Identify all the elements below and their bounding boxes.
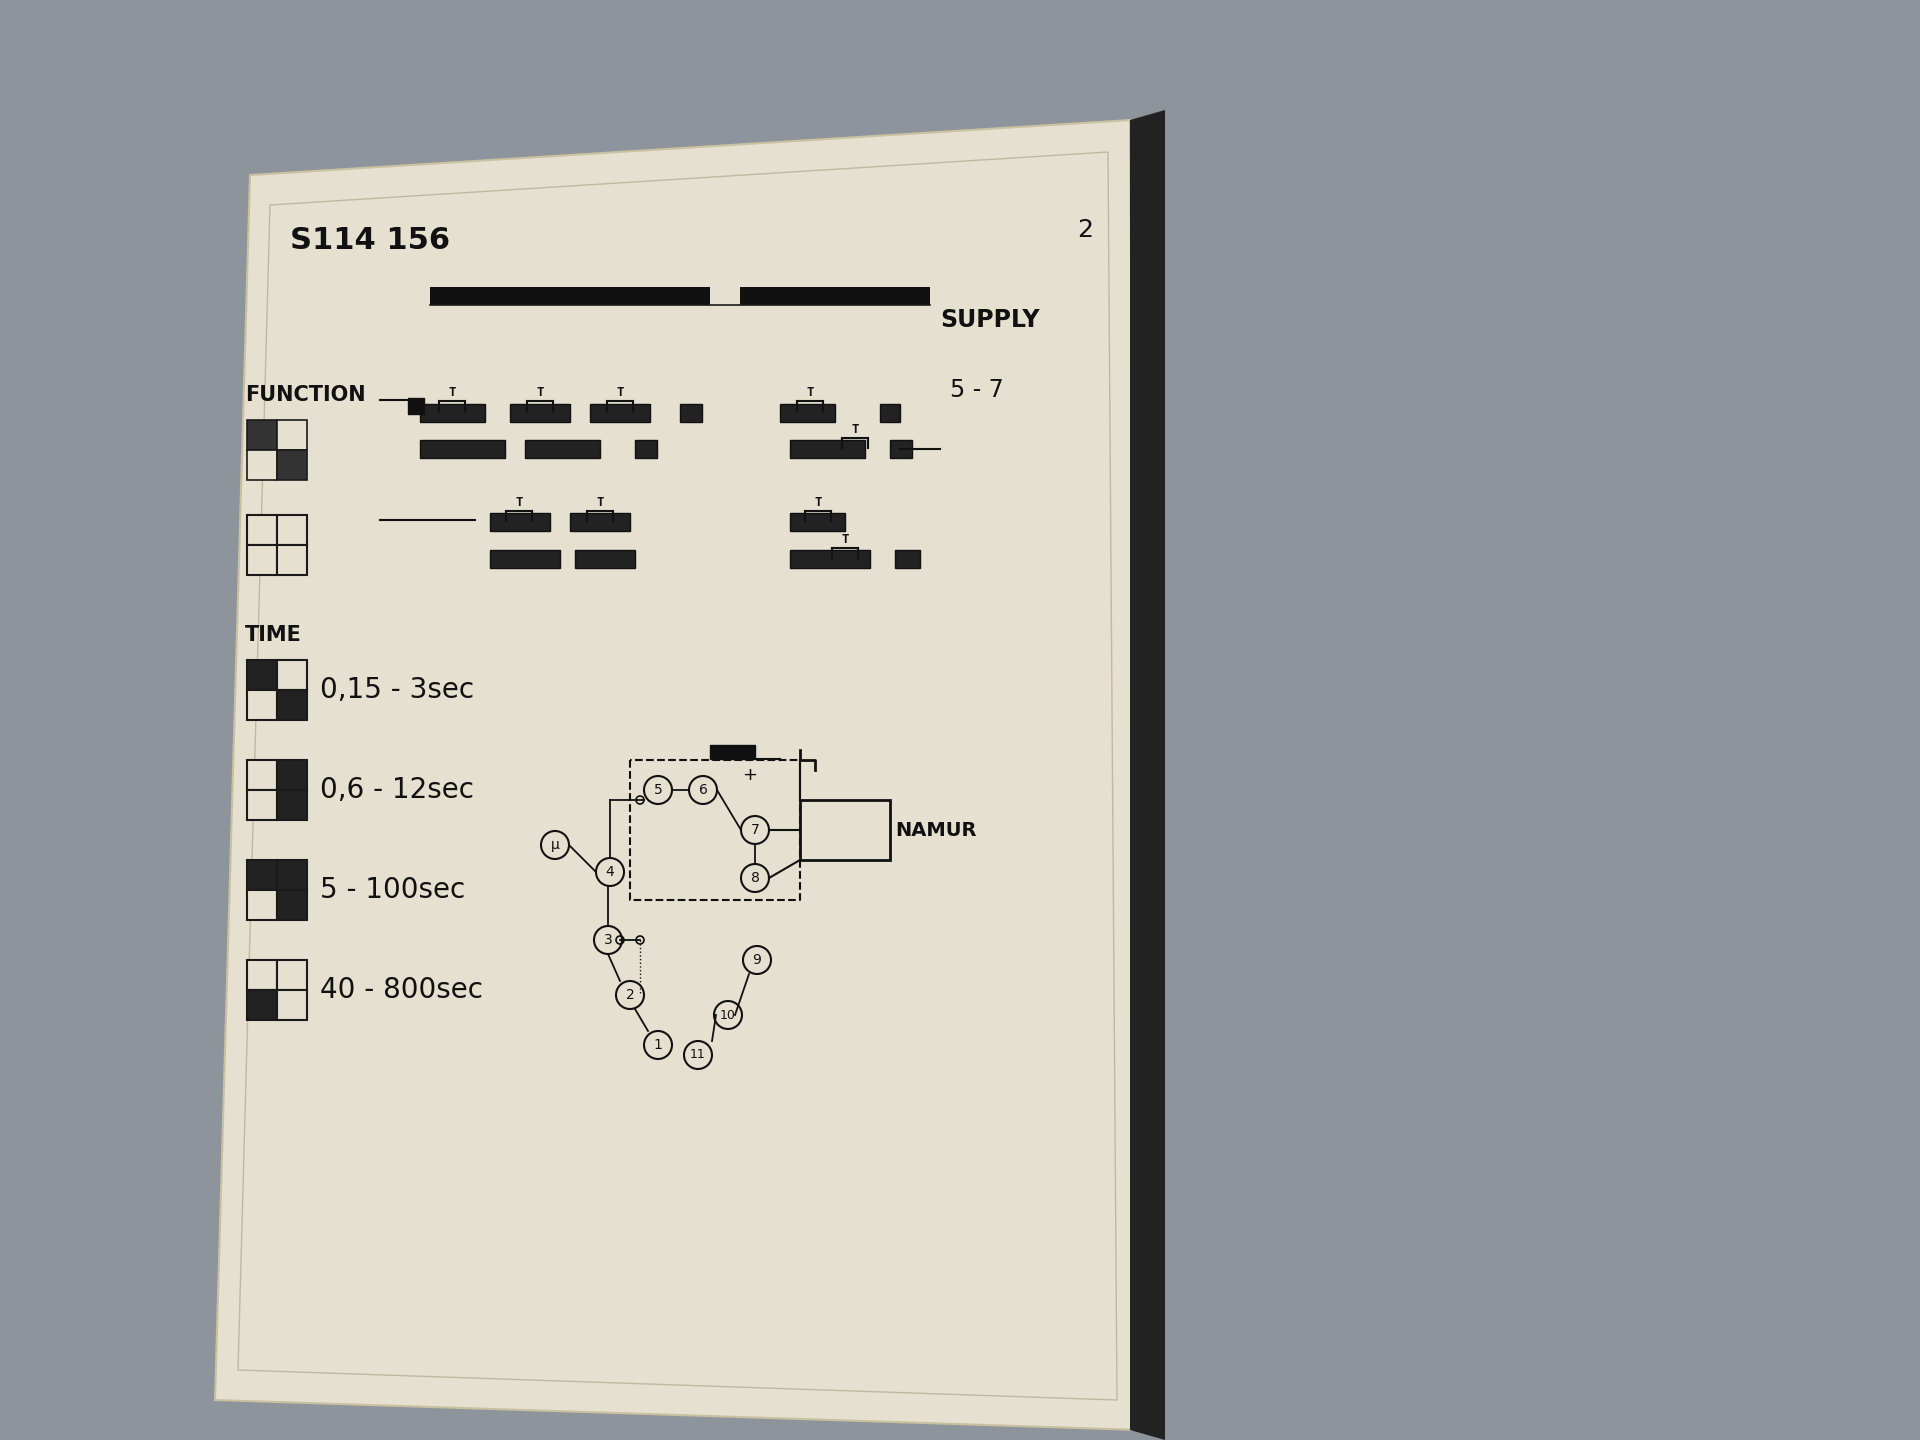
Text: T: T	[447, 386, 455, 399]
Bar	[248, 991, 276, 1020]
Bar	[710, 744, 755, 759]
Text: T: T	[515, 495, 522, 508]
Text: T: T	[616, 386, 624, 399]
Bar	[524, 441, 601, 458]
Bar	[276, 690, 307, 720]
Text: T: T	[536, 386, 543, 399]
Bar	[276, 791, 307, 819]
Bar	[248, 690, 276, 720]
Bar	[276, 760, 307, 791]
Text: 5 - 7: 5 - 7	[950, 379, 1004, 402]
Bar	[248, 660, 276, 690]
Bar	[276, 544, 307, 575]
Bar	[636, 441, 657, 458]
Text: 4: 4	[605, 865, 614, 878]
Bar	[789, 550, 870, 567]
Text: T: T	[597, 495, 603, 508]
Bar	[511, 405, 570, 422]
Bar	[276, 890, 307, 920]
Text: 8: 8	[751, 871, 760, 886]
Text: 5: 5	[653, 783, 662, 796]
Bar	[276, 516, 307, 544]
Bar	[248, 516, 276, 544]
Bar	[276, 860, 307, 890]
Text: 2: 2	[1077, 217, 1092, 242]
Text: TIME: TIME	[246, 625, 301, 645]
Text: 40 - 800sec: 40 - 800sec	[321, 976, 484, 1004]
Bar	[420, 441, 505, 458]
Bar	[276, 420, 307, 451]
Text: T: T	[806, 386, 814, 399]
Text: SUPPLY: SUPPLY	[941, 308, 1039, 333]
Bar	[789, 513, 845, 531]
Bar	[409, 397, 424, 415]
Bar	[789, 441, 866, 458]
Text: T: T	[841, 533, 849, 546]
Bar	[248, 420, 276, 451]
Bar	[248, 451, 276, 480]
Text: 7: 7	[751, 824, 760, 837]
Bar	[276, 451, 307, 480]
Bar	[276, 660, 307, 690]
Bar	[891, 441, 912, 458]
Text: 6: 6	[699, 783, 707, 796]
Text: FUNCTION: FUNCTION	[246, 384, 365, 405]
Bar	[801, 801, 891, 860]
Bar	[895, 550, 920, 567]
Bar	[420, 405, 486, 422]
Text: +: +	[743, 766, 758, 783]
Text: 11: 11	[689, 1048, 707, 1061]
Bar	[248, 890, 276, 920]
Bar	[430, 287, 929, 305]
Bar	[248, 960, 276, 991]
Bar	[879, 405, 900, 422]
Bar	[570, 513, 630, 531]
Text: 1: 1	[653, 1038, 662, 1053]
Bar	[490, 550, 561, 567]
Text: 0,6 - 12sec: 0,6 - 12sec	[321, 776, 474, 804]
Bar	[710, 287, 739, 305]
Text: NAMUR: NAMUR	[895, 821, 977, 840]
Text: 3: 3	[603, 933, 612, 948]
Bar	[248, 860, 276, 890]
Bar	[490, 513, 549, 531]
Bar	[276, 960, 307, 991]
Text: 5 - 100sec: 5 - 100sec	[321, 876, 465, 904]
Bar	[589, 405, 651, 422]
Bar	[780, 405, 835, 422]
Bar	[248, 791, 276, 819]
Bar	[248, 544, 276, 575]
Bar	[248, 760, 276, 791]
Bar	[680, 405, 703, 422]
Bar	[574, 550, 636, 567]
Text: 9: 9	[753, 953, 762, 968]
Text: μ: μ	[551, 838, 559, 852]
Text: T: T	[814, 495, 822, 508]
Text: 10: 10	[720, 1008, 735, 1021]
Text: T: T	[851, 423, 858, 436]
Text: S114 156: S114 156	[290, 226, 449, 255]
Text: 2: 2	[626, 988, 634, 1002]
Polygon shape	[215, 120, 1140, 1430]
Text: 0,15 - 3sec: 0,15 - 3sec	[321, 675, 474, 704]
Polygon shape	[1131, 109, 1165, 1440]
Bar	[276, 991, 307, 1020]
